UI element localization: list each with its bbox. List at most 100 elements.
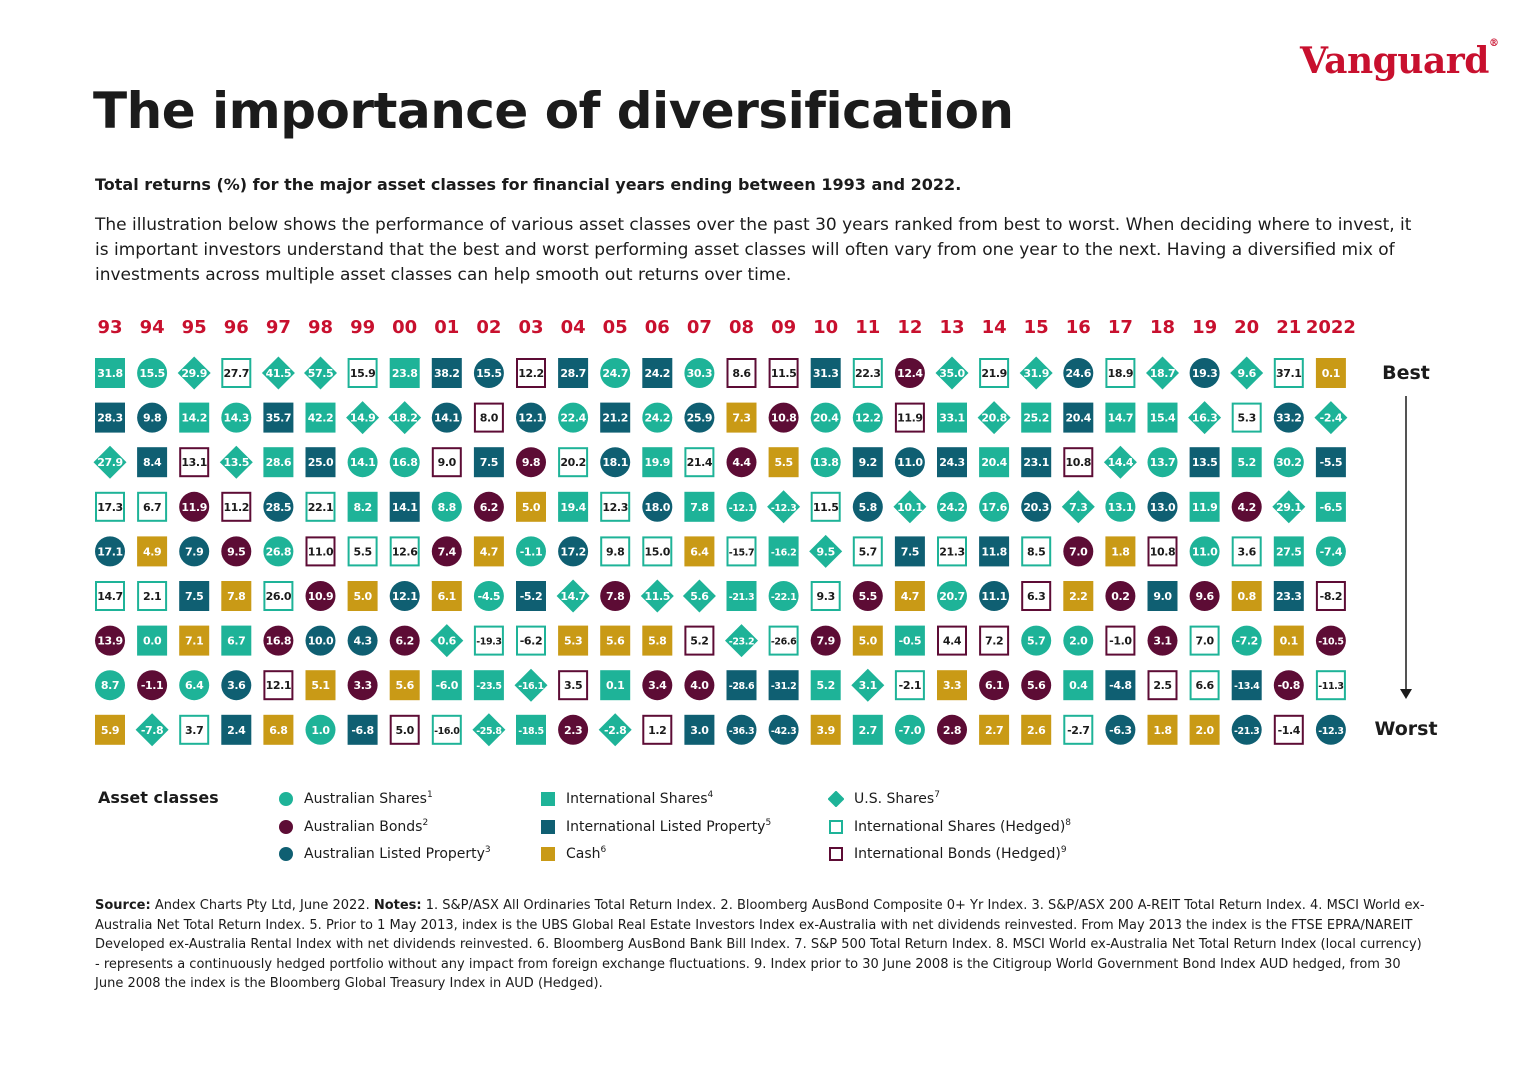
marker-value: 38.2 (434, 367, 460, 380)
marker-shape-ish (1189, 670, 1220, 701)
marker-value: 0.2 (1111, 590, 1129, 603)
marker-value: 14.9 (350, 412, 376, 425)
marker-shape-ish (1105, 358, 1136, 388)
marker-value: -21.3 (1234, 726, 1259, 737)
marker-value: -6.0 (436, 679, 459, 692)
marker-shape-as (642, 402, 673, 433)
legend-label: International Shares (Hedged) (854, 819, 1066, 835)
marker-value: 6.2 (480, 501, 498, 514)
legend-note: 3 (484, 845, 491, 855)
marker-shape-cash (768, 447, 799, 478)
return-marker: -4.5 (473, 581, 504, 611)
return-marker: -0.5 (894, 625, 925, 656)
marker-value: -18.5 (518, 726, 543, 737)
marker-value: -1.1 (520, 545, 542, 558)
return-marker: -31.2 (768, 670, 799, 701)
marker-value: 29.9 (181, 367, 207, 380)
marker-value: 21.9 (981, 367, 1007, 380)
return-marker: 25.9 (684, 402, 715, 433)
return-marker: 7.0 (1189, 625, 1220, 656)
marker-shape-alp (137, 402, 168, 433)
return-marker: 9.2 (852, 447, 883, 478)
return-marker: -0.8 (1273, 670, 1304, 701)
return-marker: 1.2 (642, 714, 673, 745)
year-label: 00 (392, 317, 417, 338)
return-marker: 5.2 (1231, 447, 1262, 478)
marker-shape-ish (810, 581, 841, 611)
return-marker: 8.8 (431, 491, 462, 522)
return-marker: 15.4 (1147, 402, 1178, 433)
marker-value: 3.7 (185, 724, 203, 737)
return-marker: 13.1 (1105, 491, 1136, 522)
return-marker: 4.4 (726, 447, 757, 478)
marker-value: 9.3 (817, 590, 835, 603)
marker-shape-cash (305, 670, 336, 701)
marker-shape-ibh (1273, 714, 1304, 745)
return-marker: 24.7 (600, 358, 631, 388)
return-marker: 6.2 (389, 625, 420, 656)
return-marker: 30.2 (1273, 447, 1304, 478)
return-marker: 14.7 (556, 579, 590, 613)
marker-value: 5.5 (774, 456, 792, 469)
marker-shape-alp (726, 714, 757, 745)
marker-value: 9.0 (1153, 590, 1172, 603)
marker-value: 6.4 (185, 679, 204, 692)
marker-value: 31.9 (1023, 367, 1049, 380)
return-marker: 9.3 (810, 581, 841, 611)
legend-item-cash: Cash 6 (540, 843, 606, 865)
marker-shape-is (1231, 447, 1262, 478)
return-marker: 38.2 (431, 358, 462, 388)
marker-shape-us (682, 579, 716, 613)
marker-value: 1.8 (1111, 545, 1129, 558)
return-marker: 8.2 (347, 491, 378, 522)
marker-shape-ilp (473, 447, 504, 478)
marker-shape-ish (516, 625, 546, 656)
marker-shape-ilp (894, 536, 925, 567)
legend-item-ish: International Shares (Hedged) 8 (828, 816, 1071, 838)
marker-value: 9.8 (606, 545, 624, 558)
return-marker: 2.5 (1147, 670, 1178, 701)
return-marker: 25.2 (1021, 402, 1052, 433)
vanguard-logo: Vanguard® (1300, 38, 1499, 82)
marker-shape-is (431, 670, 462, 701)
marker-value: -7.8 (141, 724, 163, 737)
marker-value: 25.9 (687, 412, 713, 425)
marker-shape-ibh (768, 358, 799, 388)
return-marker: 5.7 (852, 536, 883, 567)
return-marker: 3.1 (851, 668, 885, 702)
return-marker: 20.4 (979, 447, 1010, 478)
marker-shape-ibh (1147, 536, 1178, 567)
marker-value: 7.4 (438, 545, 457, 558)
marker-value: 10.8 (771, 412, 797, 425)
return-marker: 13.7 (1147, 447, 1178, 478)
marker-value: 11.2 (224, 501, 250, 514)
marker-shape-ab (558, 714, 589, 745)
return-marker: 24.6 (1063, 358, 1094, 388)
return-marker: 22.4 (558, 402, 589, 433)
return-marker: 18.2 (388, 401, 422, 435)
marker-value: -42.3 (771, 726, 796, 737)
return-marker: 6.3 (1021, 581, 1052, 611)
marker-value: -12.3 (771, 503, 796, 514)
marker-shape-us (219, 445, 253, 479)
return-marker: 41.5 (261, 356, 295, 390)
marker-value: 5.6 (396, 679, 415, 692)
return-marker: 2.6 (1021, 714, 1052, 745)
marker-value: 9.8 (143, 412, 161, 425)
return-marker: 6.7 (137, 491, 168, 522)
marker-shape-as (1273, 447, 1304, 478)
marker-shape-ilp (1315, 447, 1346, 478)
marker-value: 12.6 (392, 545, 418, 558)
marker-value: 11.9 (181, 501, 207, 514)
marker-value: 7.2 (985, 635, 1003, 648)
marker-shape-ibh (1315, 581, 1346, 611)
marker-shape-is (726, 581, 757, 611)
marker-value: 24.2 (645, 412, 671, 425)
marker-shape-us (514, 668, 548, 702)
legend-swatch-icon (541, 792, 555, 806)
marker-shape-ibh (389, 714, 420, 745)
return-marker: 13.1 (179, 447, 210, 478)
marker-shape-alp (1063, 358, 1094, 388)
marker-value: -15.7 (729, 547, 754, 558)
legend-label: Australian Bonds (304, 819, 423, 835)
